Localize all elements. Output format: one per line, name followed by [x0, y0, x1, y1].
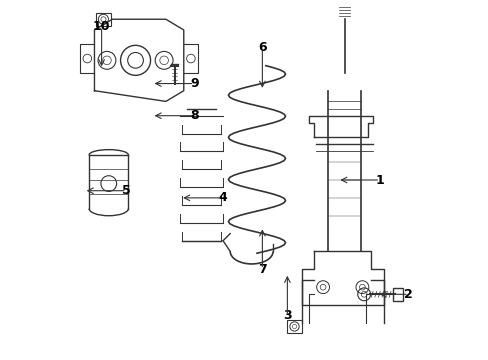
Text: 2: 2 — [404, 288, 412, 301]
Text: 10: 10 — [93, 20, 110, 33]
Text: 8: 8 — [190, 109, 199, 122]
Text: 6: 6 — [258, 41, 266, 54]
Text: 3: 3 — [283, 309, 291, 322]
Text: 7: 7 — [258, 263, 266, 276]
Text: 5: 5 — [122, 184, 131, 197]
Text: 1: 1 — [375, 174, 384, 186]
Text: 4: 4 — [218, 192, 227, 204]
Text: 9: 9 — [190, 77, 199, 90]
